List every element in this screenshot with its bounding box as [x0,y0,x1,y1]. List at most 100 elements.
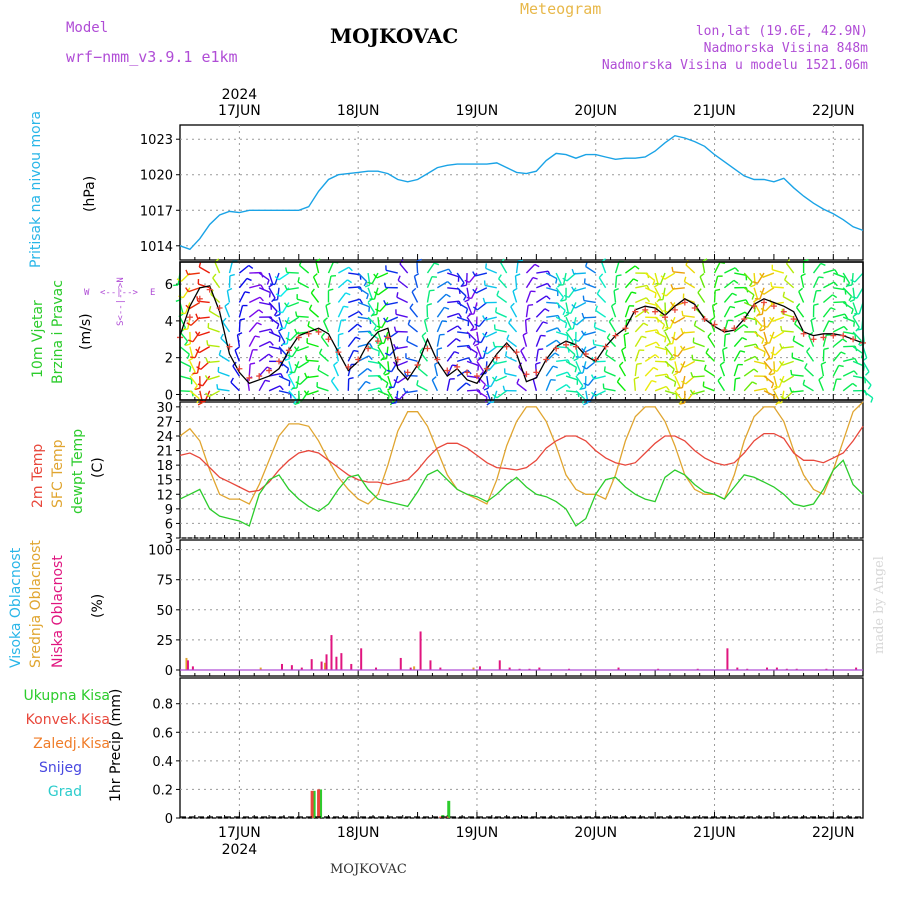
wind-barb-flag [671,336,677,341]
wind-barb [212,277,221,289]
wind-barb-flag [222,317,227,323]
wind-barb-flag [591,391,596,397]
wind-barb-flag [297,277,300,283]
wind-barb-flag [653,284,659,288]
wind-barb-flag [482,332,487,338]
wind-barb [504,372,517,377]
wind-barb [357,367,368,377]
wind-barb-flag [383,299,387,306]
wind-barb-flag [780,325,783,332]
wind-barb-flag [681,310,684,316]
wind-barb [723,292,733,303]
wind-barb-flag [441,320,448,323]
cloud-bar [508,667,511,670]
wind-barb-flag [769,316,774,322]
wind-barb [808,335,815,347]
wind-gust-marker [533,369,540,376]
wind-barb-flag [759,290,765,295]
wind-barb [565,331,574,343]
wind-barb-flag [468,357,472,363]
wind-barb [546,287,558,292]
wind-barb [456,382,467,392]
wind-barb [381,316,389,328]
wind-barb-flag [187,339,194,343]
wind-barb-flag [762,342,768,347]
wind-barb-flag [195,313,199,319]
wind-barb [377,375,389,384]
wind-barb-flag [702,258,708,262]
wind-barb-flag [535,361,541,365]
wind-barb-flag [634,376,640,380]
wind-barb [763,360,773,372]
wind-barb-flag [581,365,587,370]
wind-barb [763,390,776,397]
wind-barb-flag [581,347,586,353]
wind-barb [291,346,300,358]
wind-barb [456,357,469,363]
wind-barb [574,301,587,309]
wind-barb [555,331,568,337]
wind-barb-flag [731,292,737,296]
wind-barb-flag [386,369,392,373]
wind-barb-flag [479,370,485,376]
wind-barb-flag [373,291,379,296]
wind-barb-flag [249,362,256,365]
wind-barb [644,341,657,348]
wind-barb-flag [375,308,381,313]
wind-barb-flag [512,287,518,292]
y-tick-label: 1017 [140,204,173,219]
y-tick-label: 0 [165,812,173,827]
wind-gust-marker [761,299,768,306]
wind-barb-flag [237,332,243,336]
cloud-bar [736,667,739,670]
wind-barb [325,305,330,318]
cloud-bar [472,667,475,670]
wind-barb [357,272,368,283]
wind-barb [386,316,399,323]
wind-barb [535,349,539,362]
wind-barb [743,272,753,283]
wind-barb-flag [544,308,550,312]
wind-barb-flag [454,350,460,355]
wind-gust-marker [226,343,233,350]
wind-barb [593,375,606,380]
wind-barb [431,379,438,392]
wind-gust-marker [751,303,758,310]
wind-barb-flag [598,273,604,279]
day-label-bottom: 18JUN [337,825,380,841]
wind-barb [446,351,455,362]
wind-barb [832,365,840,377]
cloud-bar [185,657,188,670]
wind-barb-flag [274,275,280,281]
wind-gust-marker [622,325,629,332]
wind-barb-flag [856,328,862,331]
wind-barb-flag [431,275,438,278]
wind-barb [644,366,655,377]
wind-barb [692,375,705,378]
wind-barb [565,346,576,356]
wind-barb-flag [419,347,424,353]
wind-barb-flag [472,271,476,277]
wind-barb-flag [460,282,465,288]
wind-barb-flag [506,334,510,340]
wind-barb-flag [469,326,475,332]
wind-barb [407,323,419,333]
wind-barb-flag [722,346,728,351]
wind-barb-flag [623,332,630,336]
wind-barb [377,346,385,358]
wind-barb-flag [494,307,498,313]
cloud-bar [186,660,189,670]
wind-gust-marker [454,363,461,370]
wind-barb [466,331,477,341]
wind-barb [259,328,272,333]
wind-barb-flag [482,384,487,390]
day-label-top: 18JUN [337,103,380,119]
day-label-bottom: 22JUN [812,825,855,841]
wind-barb [603,387,616,392]
wind-barb [674,390,683,401]
wind-barb [296,375,300,389]
wind-barb [409,307,419,318]
wind-barb-flag [668,355,673,361]
wind-barb [635,284,648,289]
wind-barb-flag [195,387,201,391]
